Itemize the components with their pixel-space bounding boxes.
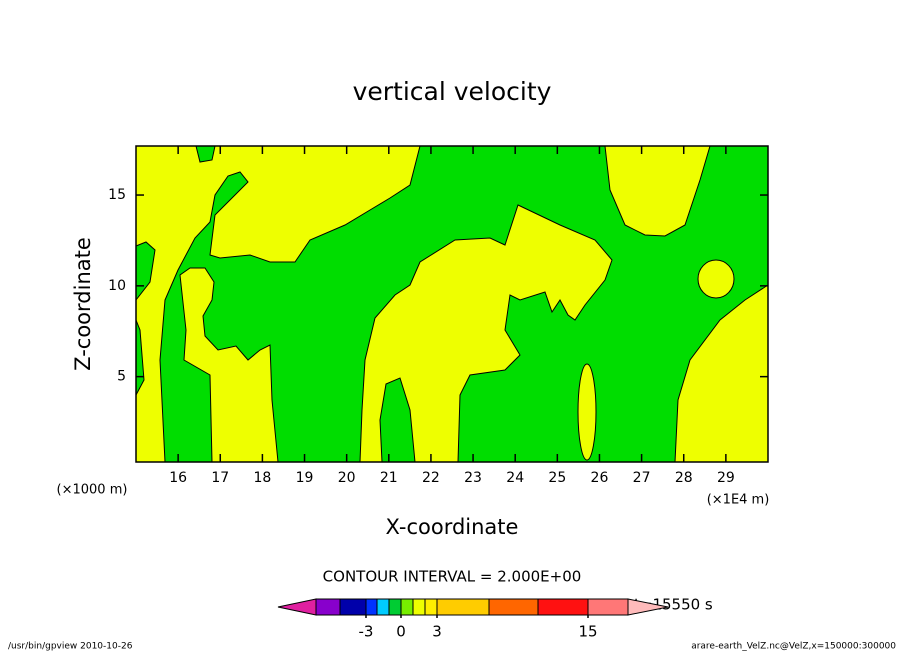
colorbar-segment xyxy=(365,598,378,616)
x-tick-label: 19 xyxy=(296,470,314,486)
x-tick-label: 17 xyxy=(211,470,229,486)
contour-region xyxy=(604,145,711,237)
contour-region xyxy=(359,204,613,463)
y-tick-label: 10 xyxy=(108,278,126,294)
y-axis-label: Z-coordinate xyxy=(71,237,95,371)
colorbar-segment xyxy=(436,598,490,616)
x-tick-label: 22 xyxy=(422,470,440,486)
colorbar-tick-label: -3 xyxy=(359,623,374,641)
colorbar-segment xyxy=(315,598,341,616)
contour-region xyxy=(179,267,279,463)
colorbar-tick-label: 0 xyxy=(396,623,406,641)
footer-left: /usr/bin/gpview 2010-10-26 xyxy=(8,642,133,652)
x-tick-label: 29 xyxy=(717,470,735,486)
y-tick-label: 15 xyxy=(108,187,126,203)
x-scale-note: (×1E4 m) xyxy=(707,493,770,508)
x-tick-label: 23 xyxy=(464,470,482,486)
x-tick-label: 26 xyxy=(591,470,609,486)
x-tick-label: 16 xyxy=(169,470,187,486)
contour-interval: CONTOUR INTERVAL = 2.000E+00 xyxy=(323,568,582,586)
colorbar-segment xyxy=(488,598,539,616)
colorbar: -3 0 3 15 xyxy=(277,598,669,641)
colorbar-segment xyxy=(627,598,669,616)
chart-title: vertical velocity xyxy=(353,77,552,106)
colorbar-segment xyxy=(400,598,414,616)
x-tick-label: 21 xyxy=(380,470,398,486)
colorbar-segment xyxy=(376,598,390,616)
colorbar-segment xyxy=(339,598,367,616)
y-tick-label: 5 xyxy=(117,369,126,385)
colorbar-segment xyxy=(277,598,317,616)
colorbar-segment xyxy=(587,598,629,616)
contour-region xyxy=(577,363,597,461)
colorbar-segment xyxy=(388,598,402,616)
colorbar-segment xyxy=(537,598,589,616)
plot-frame xyxy=(135,145,769,463)
x-tick-label: 18 xyxy=(253,470,271,486)
x-tick-label: 28 xyxy=(675,470,693,486)
x-tick-label: 25 xyxy=(548,470,566,486)
colorbar-segment xyxy=(424,598,438,616)
x-unit-note: (×1000 m) xyxy=(57,483,128,498)
contour-region xyxy=(697,259,735,299)
x-tick-label: 20 xyxy=(338,470,356,486)
contour-region xyxy=(135,145,421,463)
colorbar-segment xyxy=(412,598,426,616)
colorbar-tick-label: 3 xyxy=(432,623,442,641)
x-axis-label: X-coordinate xyxy=(386,515,519,539)
footer-right: arare-earth_VelZ.nc@VelZ,x=150000:300000 xyxy=(691,642,896,652)
contour-field xyxy=(135,145,769,463)
colorbar-tick-label: 15 xyxy=(578,623,597,641)
x-tick-label: 24 xyxy=(506,470,524,486)
x-tick-label: 27 xyxy=(633,470,651,486)
